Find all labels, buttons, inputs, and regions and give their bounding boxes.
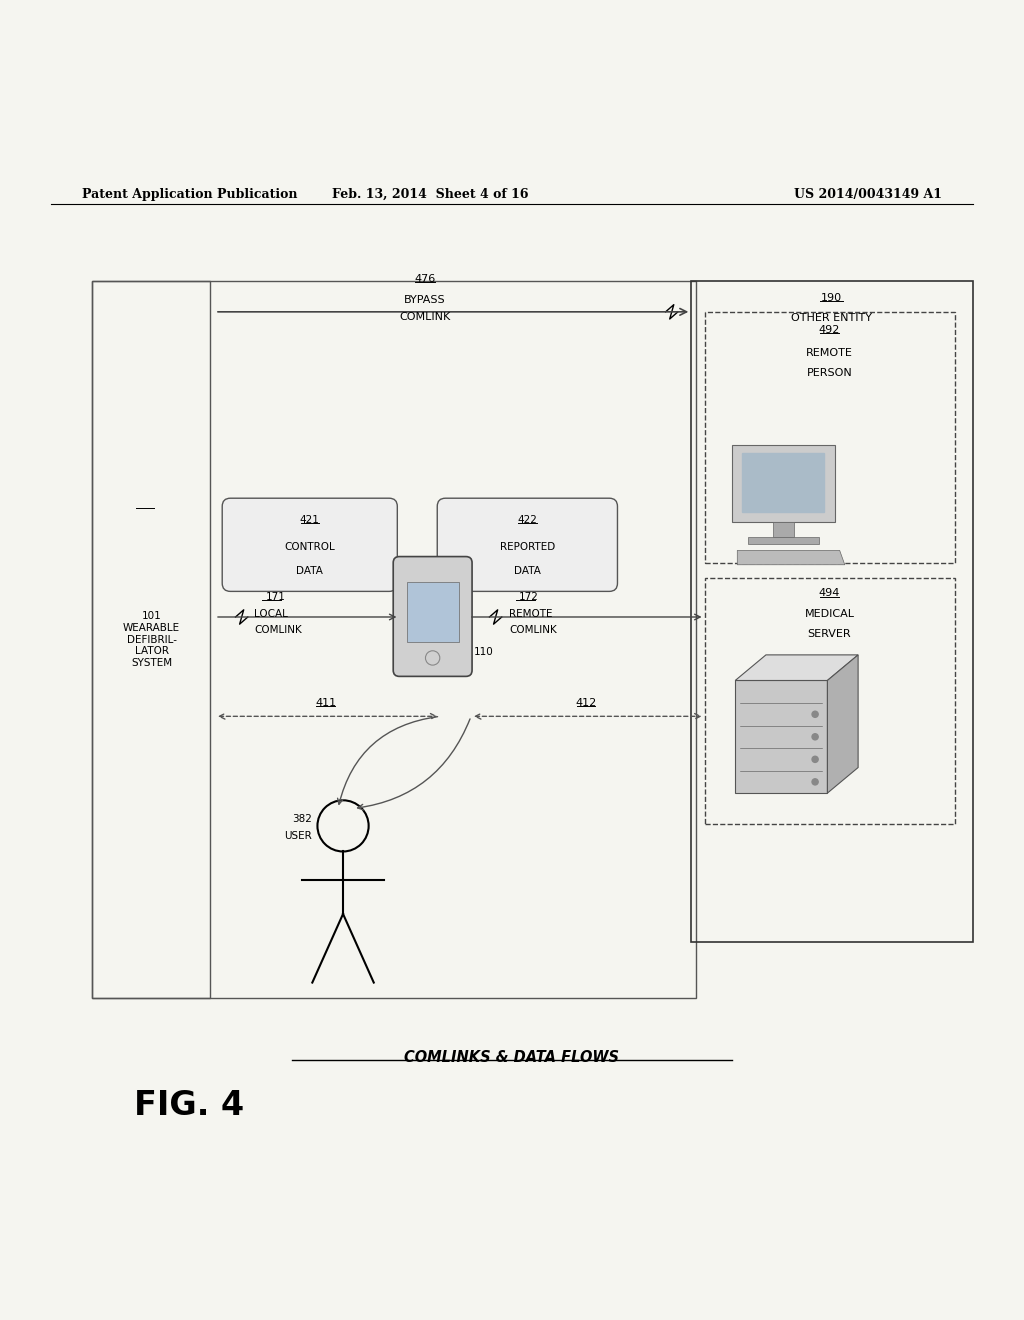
Text: COMLINK: COMLINK xyxy=(509,626,557,635)
Circle shape xyxy=(812,734,818,741)
Text: US 2014/0043149 A1: US 2014/0043149 A1 xyxy=(794,187,942,201)
Text: COMLINK: COMLINK xyxy=(254,626,302,635)
FancyBboxPatch shape xyxy=(222,498,397,591)
Text: 422: 422 xyxy=(517,515,538,525)
Text: MEDICAL: MEDICAL xyxy=(805,609,854,619)
Text: CONTROL: CONTROL xyxy=(285,541,335,552)
Text: 412: 412 xyxy=(575,698,596,708)
Polygon shape xyxy=(737,550,845,565)
FancyBboxPatch shape xyxy=(393,557,472,676)
Text: USER: USER xyxy=(285,832,312,841)
Text: DATA: DATA xyxy=(296,566,324,576)
Text: OTHER ENTITY: OTHER ENTITY xyxy=(791,313,872,323)
Text: 382: 382 xyxy=(293,813,312,824)
Bar xyxy=(92,281,696,998)
Circle shape xyxy=(812,779,818,785)
Circle shape xyxy=(812,711,818,717)
Text: COMLINK: COMLINK xyxy=(399,312,451,322)
Text: 190: 190 xyxy=(821,293,842,302)
Text: REMOTE: REMOTE xyxy=(509,609,552,619)
Text: 421: 421 xyxy=(300,515,319,525)
Polygon shape xyxy=(735,655,858,681)
Polygon shape xyxy=(732,445,835,521)
Text: COMLINKS & DATA FLOWS: COMLINKS & DATA FLOWS xyxy=(404,1049,620,1065)
Text: LOCAL: LOCAL xyxy=(254,609,288,619)
Text: REMOTE: REMOTE xyxy=(806,347,853,358)
Text: REPORTED: REPORTED xyxy=(500,541,555,552)
Polygon shape xyxy=(742,453,824,512)
Text: Patent Application Publication: Patent Application Publication xyxy=(82,187,297,201)
Bar xyxy=(691,281,973,941)
Polygon shape xyxy=(827,655,858,793)
Text: SERVER: SERVER xyxy=(808,630,851,639)
Bar xyxy=(705,578,955,824)
Polygon shape xyxy=(735,681,827,793)
Text: FIG. 4: FIG. 4 xyxy=(134,1089,245,1122)
Bar xyxy=(92,281,210,998)
Text: DATA: DATA xyxy=(514,566,541,576)
Polygon shape xyxy=(773,521,794,537)
Circle shape xyxy=(812,756,818,763)
Text: PERSON: PERSON xyxy=(807,368,852,379)
Text: 110: 110 xyxy=(474,647,494,657)
Text: 494: 494 xyxy=(819,589,840,598)
Bar xyxy=(407,582,459,642)
Text: 171: 171 xyxy=(266,591,286,602)
Text: 411: 411 xyxy=(315,698,336,708)
FancyBboxPatch shape xyxy=(437,498,617,591)
Text: 492: 492 xyxy=(819,325,840,335)
Text: 476: 476 xyxy=(415,275,435,284)
Text: BYPASS: BYPASS xyxy=(404,294,445,305)
Text: Feb. 13, 2014  Sheet 4 of 16: Feb. 13, 2014 Sheet 4 of 16 xyxy=(332,187,528,201)
Polygon shape xyxy=(748,537,819,544)
Text: 172: 172 xyxy=(519,591,539,602)
Text: 101
WEARABLE
DEFIBRIL-
LATOR
SYSTEM: 101 WEARABLE DEFIBRIL- LATOR SYSTEM xyxy=(123,611,180,668)
Bar xyxy=(705,312,955,562)
